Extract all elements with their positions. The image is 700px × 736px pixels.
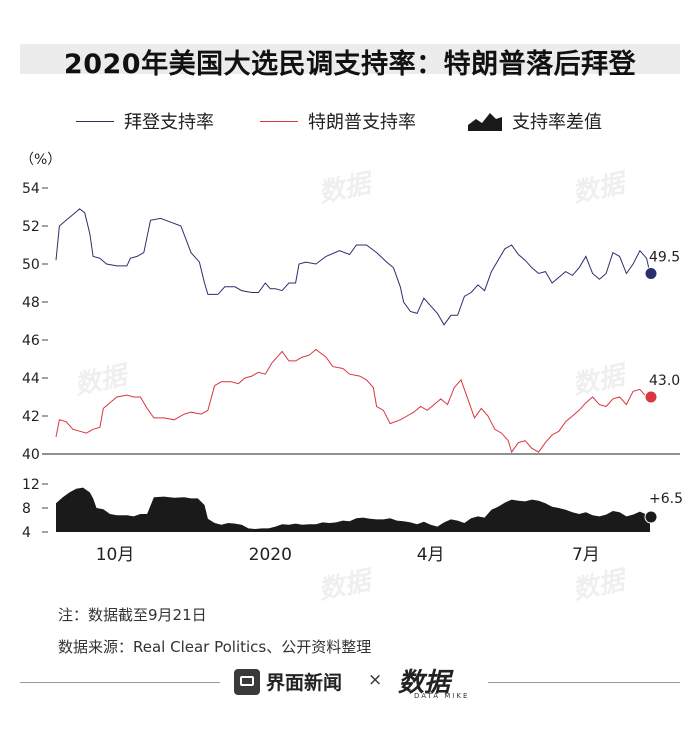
- chart-title: 2020年美国大选民调支持率：特朗普落后拜登: [63, 49, 637, 80]
- y-tick-label: 40: [22, 447, 40, 463]
- brand-separator: ×: [368, 670, 383, 690]
- trump-end-label: 43.0: [649, 373, 680, 389]
- trump-line: [55, 348, 650, 454]
- brand-datamike-sub: DATA MIKE: [414, 692, 470, 700]
- y-tick-label: 54: [22, 181, 40, 197]
- x-tick-label: 4月: [417, 545, 445, 565]
- diff-area: [56, 487, 650, 532]
- y-tick-label: 44: [22, 371, 40, 387]
- footer-rule-left: [20, 682, 220, 683]
- title-band: [20, 44, 680, 74]
- diff-end-marker: [644, 510, 658, 524]
- legend-swatch-trump: [260, 120, 298, 122]
- legend-label-biden: 拜登支持率: [124, 112, 214, 133]
- y-tick-label: 48: [22, 295, 40, 311]
- y-tick-label: 50: [22, 257, 40, 273]
- y-axis-unit-label: （%）: [20, 152, 61, 168]
- y-tick-label: 46: [22, 333, 40, 349]
- jiemian-logo-icon: [234, 668, 260, 695]
- diff-y-tick-label: 8: [22, 501, 31, 517]
- x-tick-label: 7月: [572, 545, 600, 565]
- x-tick-label: 10月: [96, 545, 135, 565]
- biden-end-label: 49.5: [649, 250, 680, 266]
- legend-label-diff: 支持率差值: [512, 112, 602, 133]
- diff-y-tick-label: 12: [22, 477, 40, 493]
- x-tick-label: 2020: [249, 545, 292, 565]
- brand-jiemian-text: 界面新闻: [266, 672, 343, 694]
- legend-item-trump: 特朗普支持率: [260, 106, 416, 136]
- diff-y-tick-label: 4: [22, 525, 31, 541]
- trump-end-marker: [644, 390, 658, 404]
- y-tick-label: 42: [22, 409, 40, 425]
- legend-label-trump: 特朗普支持率: [308, 112, 416, 133]
- biden-line: [55, 208, 651, 326]
- legend-swatch-diff: [468, 113, 502, 131]
- note-source: 数据来源：Real Clear Politics、公开资料整理: [58, 638, 372, 656]
- note-date: 注：数据截至9月21日: [58, 606, 207, 624]
- biden-end-marker: [644, 267, 658, 280]
- legend-item-diff: 支持率差值: [468, 106, 602, 136]
- diff-end-label: +6.5: [649, 491, 683, 507]
- brand-datamike: 数据: [398, 668, 451, 698]
- brand-jiemian: 界面新闻: [234, 668, 342, 695]
- footer-rule-right: [488, 682, 680, 683]
- legend: 拜登支持率 特朗普支持率 支持率差值: [0, 106, 700, 136]
- legend-item-biden: 拜登支持率: [76, 106, 214, 136]
- y-tick-label: 52: [22, 219, 40, 235]
- legend-swatch-biden: [76, 120, 114, 122]
